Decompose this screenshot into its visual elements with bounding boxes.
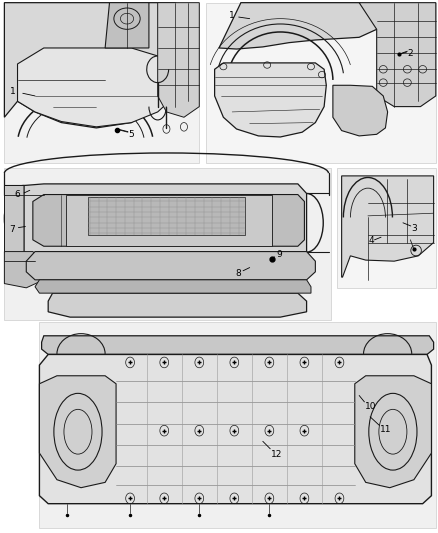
Polygon shape (66, 195, 272, 246)
Polygon shape (18, 48, 180, 127)
Polygon shape (48, 293, 307, 317)
Text: 1: 1 (10, 87, 15, 96)
Text: 5: 5 (128, 130, 134, 139)
Bar (39, 357, 116, 501)
Polygon shape (42, 336, 434, 354)
Text: 1: 1 (229, 12, 234, 20)
Text: 9: 9 (276, 251, 282, 259)
Polygon shape (355, 376, 431, 488)
Polygon shape (33, 195, 304, 246)
Polygon shape (206, 3, 436, 163)
Text: 8: 8 (236, 269, 241, 278)
Text: 11: 11 (380, 425, 392, 434)
Polygon shape (219, 3, 377, 49)
Polygon shape (337, 168, 436, 288)
Polygon shape (4, 185, 24, 252)
Polygon shape (26, 252, 315, 280)
Polygon shape (4, 252, 44, 288)
Text: 7: 7 (9, 225, 14, 233)
Polygon shape (4, 3, 199, 163)
Bar (355, 357, 431, 501)
Polygon shape (39, 322, 436, 528)
Polygon shape (4, 168, 331, 320)
Polygon shape (158, 3, 199, 117)
Text: 4: 4 (369, 237, 374, 245)
Polygon shape (333, 85, 388, 136)
Polygon shape (105, 3, 149, 48)
Text: 12: 12 (271, 450, 282, 458)
Polygon shape (4, 3, 193, 128)
Polygon shape (24, 184, 307, 261)
Polygon shape (88, 197, 245, 235)
Text: 3: 3 (412, 224, 417, 232)
Text: 2: 2 (407, 49, 413, 58)
Polygon shape (39, 376, 116, 488)
Polygon shape (342, 176, 434, 277)
Text: 10: 10 (365, 402, 376, 410)
Polygon shape (39, 354, 431, 504)
Polygon shape (359, 3, 436, 107)
Polygon shape (35, 280, 311, 293)
Text: 6: 6 (14, 190, 20, 198)
Polygon shape (215, 63, 326, 137)
